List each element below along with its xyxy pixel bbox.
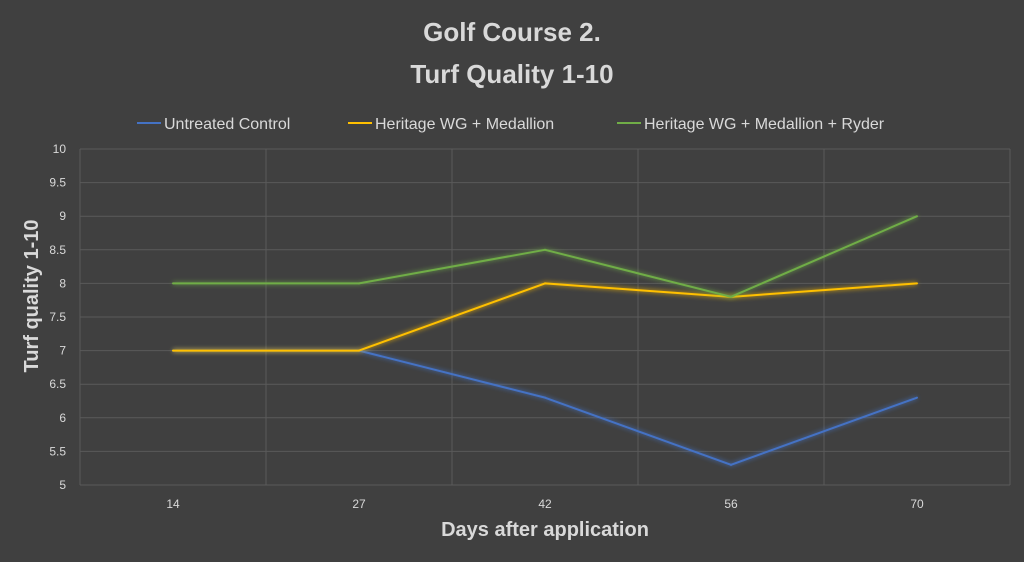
x-tick-label: 27 [352, 497, 366, 511]
x-tick-label: 14 [166, 497, 180, 511]
x-tick-label: 70 [910, 497, 924, 511]
x-tick-label: 42 [538, 497, 552, 511]
series-line-0 [173, 349, 918, 466]
y-axis-ticks: 5 5.5 6 6.5 7 7.5 8 8.5 9 9.5 10 [49, 142, 66, 492]
y-axis-label: Turf quality 1-10 [21, 220, 43, 373]
legend: Untreated Control Heritage WG + Medallion… [137, 116, 885, 133]
y-tick-label: 5.5 [49, 444, 66, 458]
y-tick-label: 6.5 [49, 377, 66, 391]
x-tick-label: 56 [724, 497, 738, 511]
legend-label: Untreated Control [164, 116, 290, 133]
y-tick-label: 10 [53, 142, 67, 156]
data-point [544, 396, 546, 399]
y-tick-label: 8 [59, 276, 66, 290]
data-point [358, 349, 360, 352]
y-tick-label: 5 [59, 478, 66, 492]
x-axis-ticks: 14 27 42 56 70 [166, 497, 924, 511]
data-point [916, 396, 918, 399]
data-point [358, 282, 360, 285]
x-axis-label: Days after application [441, 519, 649, 541]
chart-title: Golf Course 2. [423, 17, 601, 47]
chart-subtitle: Turf Quality 1-10 [410, 59, 613, 89]
series-lines [172, 215, 918, 466]
data-point [172, 282, 174, 285]
y-tick-label: 6 [59, 411, 66, 425]
data-point [730, 463, 732, 466]
gridlines [79, 148, 1011, 486]
y-tick-label: 7 [59, 344, 66, 358]
legend-label: Heritage WG + Medallion + Ryder [644, 116, 885, 133]
y-tick-label: 7.5 [49, 310, 66, 324]
data-point [544, 248, 546, 251]
y-tick-label: 9 [59, 209, 66, 223]
y-tick-label: 8.5 [49, 243, 66, 257]
data-point [916, 282, 918, 285]
data-point [730, 295, 732, 298]
data-point [172, 349, 174, 352]
legend-label: Heritage WG + Medallion [375, 116, 554, 133]
data-point [916, 215, 918, 218]
series-line-2 [173, 215, 918, 298]
y-tick-label: 9.5 [49, 176, 66, 190]
data-point [544, 282, 546, 285]
